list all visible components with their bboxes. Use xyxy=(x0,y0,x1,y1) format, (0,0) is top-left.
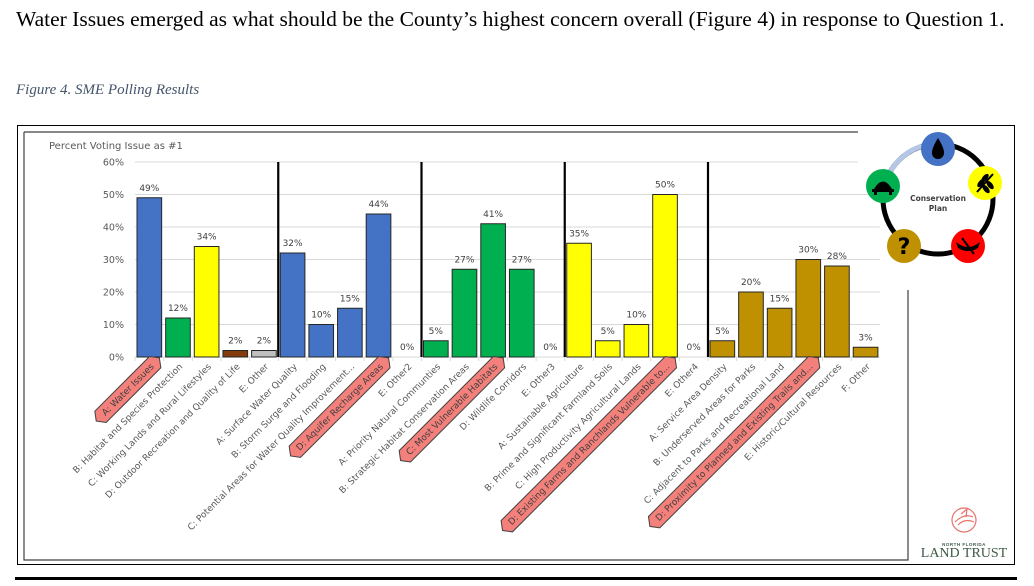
data-label: 15% xyxy=(340,294,360,304)
bar xyxy=(308,324,335,358)
data-label: 2% xyxy=(257,337,272,347)
bar xyxy=(165,317,191,358)
highlight-arrow xyxy=(288,355,391,458)
bar xyxy=(423,340,449,358)
bar xyxy=(766,307,793,358)
bar xyxy=(824,265,850,358)
bar xyxy=(279,252,306,358)
y-tick-label: 0% xyxy=(109,353,124,364)
data-label: 10% xyxy=(311,311,331,321)
figure-frame xyxy=(17,125,1015,565)
bar xyxy=(337,307,363,358)
highlight-arrow xyxy=(647,355,821,529)
data-label: 0% xyxy=(543,343,558,353)
data-label: 20% xyxy=(741,278,761,288)
bar xyxy=(136,197,163,358)
logo-line-1: NORTH FLORIDA xyxy=(942,542,986,547)
bar xyxy=(852,346,879,358)
highlight-arrow xyxy=(94,355,162,424)
bar xyxy=(480,223,506,358)
data-label: 50% xyxy=(655,181,675,191)
chart-border xyxy=(23,131,909,561)
heron-logo-icon xyxy=(951,507,977,533)
data-label: 5% xyxy=(715,327,730,337)
water-drop-icon xyxy=(921,132,955,166)
data-label: 27% xyxy=(454,255,474,265)
logo-line-2: LAND TRUST xyxy=(920,546,1008,561)
diagram-center-label-2: Plan xyxy=(929,204,947,213)
land-trust-logo: NORTH FLORIDA LAND TRUST xyxy=(912,505,1016,563)
data-label: 12% xyxy=(168,304,188,314)
data-label: 5% xyxy=(601,327,616,337)
data-label: 2% xyxy=(228,337,243,347)
turtle-icon xyxy=(866,169,900,203)
figure-caption: Figure 4. SME Polling Results xyxy=(16,82,200,98)
category-label: C: Working Lands and Rural Lifestyles xyxy=(87,362,214,489)
highlight-arrow xyxy=(398,355,506,463)
data-label: 28% xyxy=(827,252,847,262)
bar xyxy=(251,350,277,358)
bar xyxy=(709,340,736,358)
data-label: 27% xyxy=(512,255,532,265)
bar xyxy=(566,242,592,358)
data-label: 32% xyxy=(283,239,303,249)
x-tick-label: B: Underserved Areas for Parks xyxy=(652,362,759,469)
canoe-icon xyxy=(951,229,985,263)
data-label: 10% xyxy=(626,311,646,321)
y-tick-label: 20% xyxy=(103,288,124,299)
highlighted-category-label: D: Aquifer Recharge Areas xyxy=(288,355,391,458)
bar xyxy=(623,324,650,358)
bar xyxy=(508,268,535,358)
bar xyxy=(652,194,678,358)
y-tick-label: 60% xyxy=(103,158,124,169)
bar xyxy=(222,350,249,358)
y-tick-label: 40% xyxy=(103,223,124,234)
bar xyxy=(365,213,392,358)
category-label: A: Priority Natural Communties xyxy=(337,362,443,468)
svg-text:?: ? xyxy=(898,235,911,260)
intro-paragraph: Water Issues emerged as what should be t… xyxy=(16,7,1005,31)
data-label: 15% xyxy=(770,294,790,304)
x-tick-label: F: Other xyxy=(840,362,873,395)
bar xyxy=(738,291,764,358)
y-tick-label: 10% xyxy=(103,320,124,331)
highlighted-category-label: D: Existing Farms and Ranchlands Vulnera… xyxy=(500,355,678,533)
chart-title: Percent Voting Issue as #1 xyxy=(49,141,183,152)
bottom-rule xyxy=(15,577,1017,580)
diagram-center-label-1: Conservation xyxy=(910,194,966,203)
bar xyxy=(795,259,822,358)
data-label: 35% xyxy=(569,229,589,239)
data-label: 41% xyxy=(483,210,503,220)
category-label: F: Other xyxy=(840,362,873,395)
x-tick-label: C: Working Lands and Rural Lifestyles xyxy=(87,362,214,489)
x-tick-label: A: Water Issues xyxy=(100,362,156,418)
wheat-icon xyxy=(968,166,1002,200)
bar xyxy=(451,268,478,358)
conservation-plan-diagram: Conservation Plan ? xyxy=(866,132,1002,263)
highlight-arrow xyxy=(500,355,678,533)
bar xyxy=(594,340,621,358)
data-label: 49% xyxy=(139,184,159,194)
data-label: 44% xyxy=(369,200,389,210)
category-label: B: Underserved Areas for Parks xyxy=(652,362,759,469)
data-label: 5% xyxy=(429,327,444,337)
question-mark-icon: ? xyxy=(887,229,921,263)
data-label: 3% xyxy=(858,333,873,343)
bar xyxy=(193,246,220,358)
x-tick-label: A: Priority Natural Communties xyxy=(337,362,443,468)
data-label: 30% xyxy=(798,246,818,256)
data-label: 0% xyxy=(687,343,702,353)
y-tick-label: 50% xyxy=(103,190,124,201)
data-label: 34% xyxy=(197,233,217,243)
data-label: 0% xyxy=(400,343,415,353)
y-tick-label: 30% xyxy=(103,255,124,266)
